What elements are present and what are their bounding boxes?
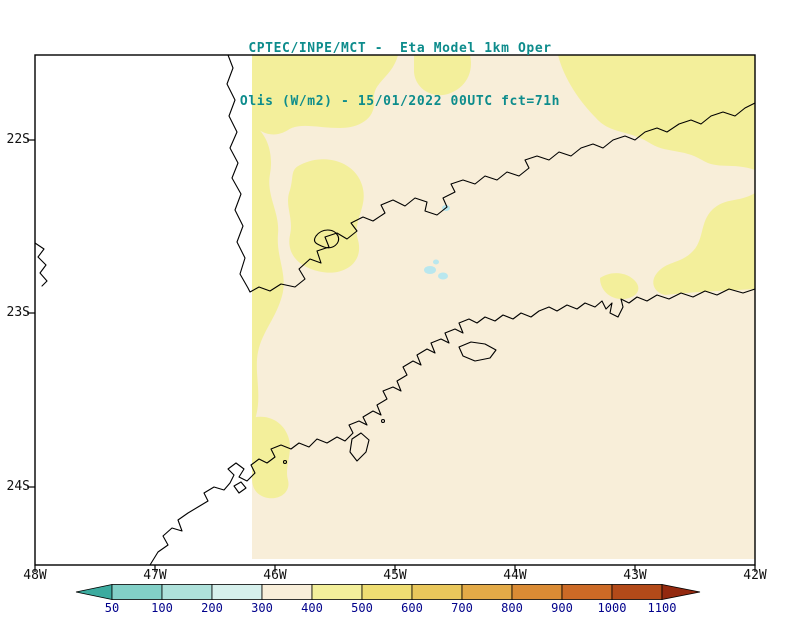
small-island xyxy=(380,418,386,424)
colorbar-segment xyxy=(411,584,463,600)
lon-label-44w: 44W xyxy=(503,568,527,583)
colorbar-segment xyxy=(311,584,363,600)
lake-icon xyxy=(424,266,436,274)
lon-ticks xyxy=(34,565,756,572)
cbar-label-500: 500 xyxy=(351,601,373,615)
ilha-grande-island xyxy=(458,341,497,362)
figure-title: CPTEC/INPE/MCT - Eta Model 1km Oper Olis… xyxy=(0,5,800,145)
water-bodies xyxy=(424,205,450,280)
lon-label-43w: 43W xyxy=(623,568,647,583)
ilhabela-island xyxy=(349,432,370,462)
colorbar-segment xyxy=(211,584,263,600)
lat-label-22s: 22S xyxy=(6,132,30,147)
colorbar-segment xyxy=(511,584,563,600)
colorbar-segment xyxy=(261,584,313,600)
lake-icon xyxy=(438,272,448,280)
small-island xyxy=(282,459,288,465)
left-edge-river xyxy=(34,242,48,287)
patch-rio xyxy=(600,273,639,300)
cbar-label-50: 50 xyxy=(104,601,120,615)
lat-label-24s: 24S xyxy=(6,479,30,494)
patch-center-left xyxy=(288,159,364,273)
lon-label-46w: 46W xyxy=(263,568,287,583)
cbar-label-800: 800 xyxy=(501,601,523,615)
lon-label-42w: 42W xyxy=(743,568,767,583)
lake-icon xyxy=(433,259,439,265)
cbar-label-1100: 1100 xyxy=(647,601,677,615)
patch-top-right xyxy=(558,55,755,170)
title-line-2: Olis (W/m2) - 15/01/2022 00UTC fct=71h xyxy=(239,93,561,109)
cbar-label-600: 600 xyxy=(401,601,423,615)
colorbar xyxy=(75,584,701,600)
lat-ticks xyxy=(27,139,35,488)
shaded-patches xyxy=(252,55,755,499)
cbar-label-300: 300 xyxy=(251,601,273,615)
colorbar-segment xyxy=(161,584,213,600)
colorbar-segment xyxy=(561,584,613,600)
lon-label-47w: 47W xyxy=(143,568,167,583)
lon-label-45w: 45W xyxy=(383,568,407,583)
santos-islet xyxy=(233,481,247,494)
colorbar-right-arrow xyxy=(661,584,701,600)
patch-top-small xyxy=(414,55,472,96)
state-border-line xyxy=(226,54,756,293)
cbar-label-900: 900 xyxy=(551,601,573,615)
cbar-label-100: 100 xyxy=(151,601,173,615)
cbar-label-700: 700 xyxy=(451,601,473,615)
boundaries xyxy=(34,54,756,566)
cbar-label-200: 200 xyxy=(201,601,223,615)
colorbar-segment xyxy=(361,584,413,600)
patch-right-band xyxy=(653,193,755,295)
patch-left-band xyxy=(252,124,284,448)
map-frame xyxy=(27,54,756,572)
colorbar-segment xyxy=(461,584,513,600)
colorbar-segment xyxy=(611,584,663,600)
lat-label-23s: 23S xyxy=(6,305,30,320)
colorbar-segment xyxy=(111,584,163,600)
cbar-label-400: 400 xyxy=(301,601,323,615)
patch-top-left xyxy=(252,55,398,135)
patch-bottom-left xyxy=(252,416,290,499)
coastline xyxy=(149,288,756,566)
border-loop xyxy=(313,229,340,249)
lon-label-48w: 48W xyxy=(23,568,47,583)
cbar-label-1000: 1000 xyxy=(597,601,627,615)
title-line-1: CPTEC/INPE/MCT - Eta Model 1km Oper xyxy=(248,41,552,57)
colorbar-left-arrow xyxy=(75,584,113,600)
